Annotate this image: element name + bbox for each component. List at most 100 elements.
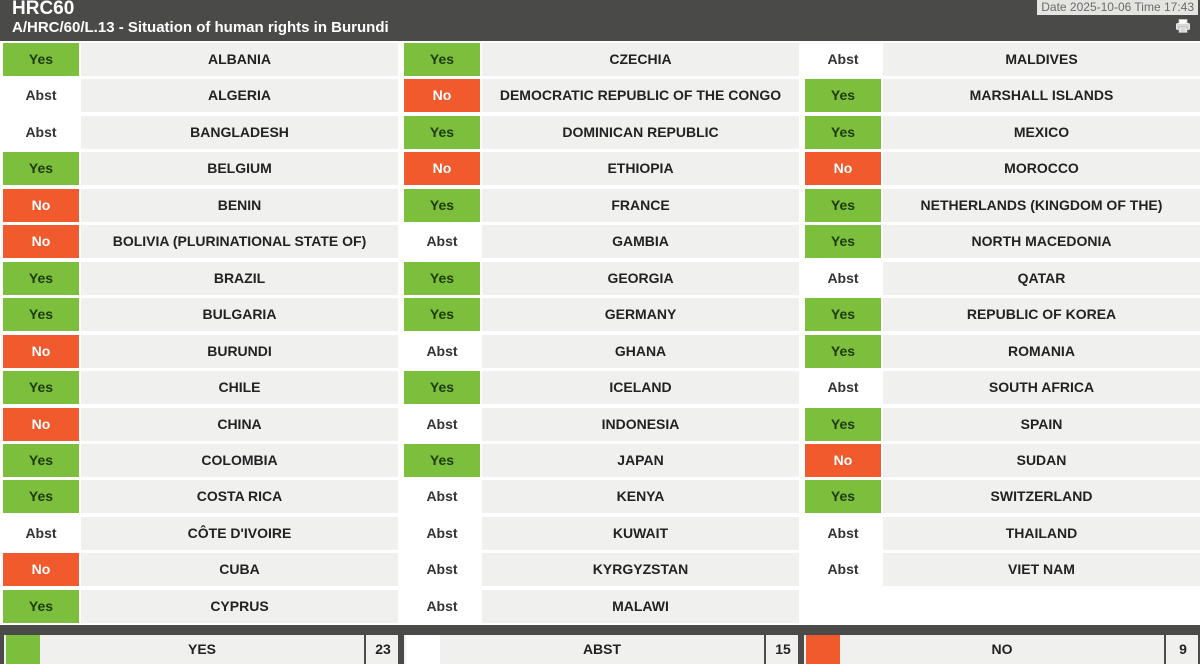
vote-row: Abst QATAR [805,261,1200,295]
vote-badge: Yes [3,480,79,514]
country-name: QATAR [883,261,1200,295]
country-name: GAMBIA [482,225,799,259]
vote-row: Yes DOMINICAN REPUBLIC [404,115,801,149]
vote-row: No SUDAN [805,443,1200,477]
vote-row: Yes GERMANY [404,298,801,332]
country-name: COSTA RICA [81,480,398,514]
vote-row: Yes MARSHALL ISLANDS [805,79,1200,113]
vote-row: Yes MEXICO [805,115,1200,149]
vote-row: Abst MALDIVES [805,43,1200,76]
country-name: SOUTH AFRICA [883,371,1200,405]
country-name: KUWAIT [482,516,799,550]
vote-badge: Abst [805,261,881,295]
tally-count: 15 [764,635,800,664]
country-name: SUDAN [883,443,1200,477]
vote-row: Abst KYRGYZSTAN [404,553,801,587]
vote-badge: Yes [404,298,480,332]
vote-badge: Yes [3,298,79,332]
datetime-display: Date 2025-10-06 Time 17:43 [1037,0,1198,15]
resolution-title: A/HRC/60/L.13 - Situation of human right… [12,19,389,36]
vote-badge: Yes [805,334,881,368]
country-name: COLOMBIA [81,443,398,477]
vote-badge: Abst [805,553,881,587]
vote-row: Yes ROMANIA [805,334,1200,368]
country-name: MALAWI [482,589,799,623]
vote-row: Abst MALAWI [404,589,801,623]
vote-badge: Yes [3,589,79,623]
vote-badge: No [3,334,79,368]
vote-row: No DEMOCRATIC REPUBLIC OF THE CONGO [404,79,801,113]
vote-badge: Yes [3,152,79,186]
country-name: DEMOCRATIC REPUBLIC OF THE CONGO [482,79,799,113]
vote-badge: No [404,152,480,186]
vote-badge: Abst [404,480,480,514]
vote-row: Abst GHANA [404,334,801,368]
vote-badge: No [3,188,79,222]
tally-swatch [6,635,40,664]
country-name: BOLIVIA (PLURINATIONAL STATE OF) [81,225,398,259]
vote-badge: No [3,225,79,259]
tally-swatch [806,635,840,664]
country-name: KYRGYZSTAN [482,553,799,587]
vote-badge: Yes [404,261,480,295]
vote-grid: Yes ALBANIA Abst ALGERIA Abst BANGLADESH Yes BE… [0,41,1200,625]
vote-row: No BENIN [3,188,400,222]
vote-row: Yes GEORGIA [404,261,801,295]
vote-row: Abst VIET NAM [805,553,1200,587]
vote-row: Abst SOUTH AFRICA [805,371,1200,405]
vote-badge: Yes [404,43,480,76]
country-name: THAILAND [883,516,1200,550]
vote-badge: Yes [805,480,881,514]
vote-row: Abst INDONESIA [404,407,801,441]
vote-row: Abst KENYA [404,480,801,514]
vote-row: Yes ICELAND [404,371,801,405]
session-title: HRC60 [12,0,75,19]
country-name: CHINA [81,407,398,441]
vote-row: Yes COLOMBIA [3,443,400,477]
vote-badge: Yes [805,407,881,441]
printer-icon[interactable] [1176,19,1190,33]
vote-badge: Yes [404,115,480,149]
vote-row: Yes FRANCE [404,188,801,222]
country-name: MALDIVES [883,43,1200,76]
country-name: KENYA [482,480,799,514]
vote-row: Yes BELGIUM [3,152,400,186]
country-name: BENIN [81,188,398,222]
vote-row: No BOLIVIA (PLURINATIONAL STATE OF) [3,225,400,259]
vote-badge: No [805,443,881,477]
tally-swatch [406,635,440,664]
tally-count: 9 [1164,635,1200,664]
vote-badge: Abst [3,79,79,113]
country-name: BURUNDI [81,334,398,368]
country-name: BANGLADESH [81,115,398,149]
vote-row: Yes BRAZIL [3,261,400,295]
country-name: JAPAN [482,443,799,477]
vote-row: Yes CYPRUS [3,589,400,623]
vote-row: Yes SWITZERLAND [805,480,1200,514]
country-name: ROMANIA [883,334,1200,368]
vote-row: Yes SPAIN [805,407,1200,441]
vote-badge: Yes [805,115,881,149]
country-name: CHILE [81,371,398,405]
vote-badge: Yes [3,371,79,405]
country-name: BULGARIA [81,298,398,332]
vote-row: Abst CÔTE D'IVOIRE [3,516,400,550]
vote-badge: Abst [404,334,480,368]
country-name: ALBANIA [81,43,398,76]
vote-badge: Abst [805,371,881,405]
vote-badge: Abst [3,516,79,550]
vote-row: No CUBA [3,553,400,587]
country-name: BRAZIL [81,261,398,295]
vote-row: Yes BULGARIA [3,298,400,332]
totals-bar: YES 23 ABST 15 NO 9 [0,627,1200,664]
vote-badge: Abst [805,43,881,76]
vote-row: Yes NORTH MACEDONIA [805,225,1200,259]
country-name: MEXICO [883,115,1200,149]
vote-row: Yes JAPAN [404,443,801,477]
country-name: ETHIOPIA [482,152,799,186]
country-name: MOROCCO [883,152,1200,186]
country-name: ICELAND [482,371,799,405]
country-name: NETHERLANDS (KINGDOM OF THE) [883,188,1200,222]
country-name: INDONESIA [482,407,799,441]
vote-row: Abst THAILAND [805,516,1200,550]
